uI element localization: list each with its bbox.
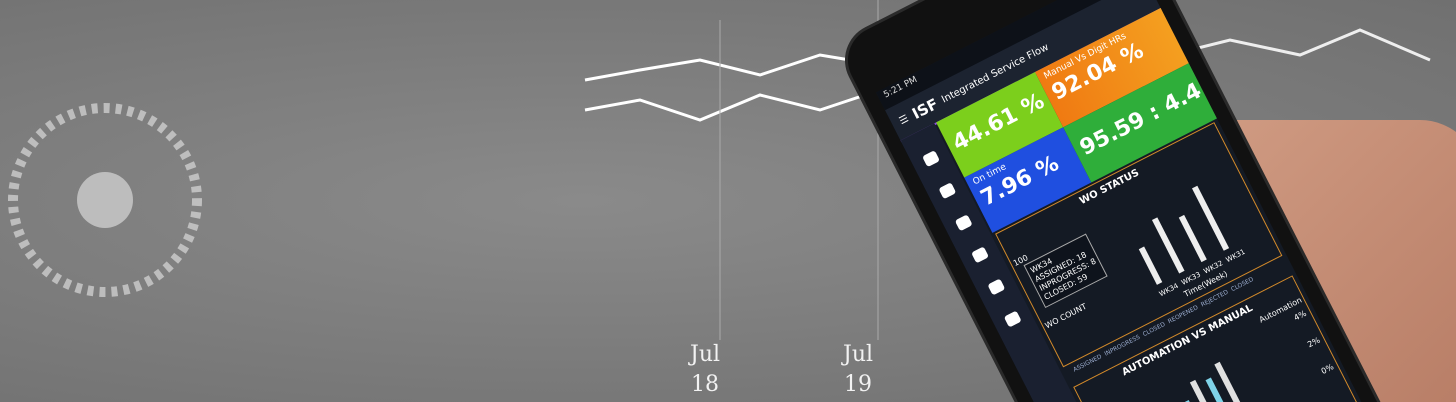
- y-axis-label: WO COUNT: [1043, 301, 1089, 331]
- axis-label: Jul 19: [843, 340, 873, 400]
- month: Jul: [843, 342, 874, 367]
- nav-icon[interactable]: [987, 278, 1006, 296]
- x-tick-label: WK34: [1157, 281, 1180, 299]
- tooltip: WK34 ASSIGNED: 18 INPROGRESS: 8 CLOSED: …: [1023, 233, 1108, 309]
- y2-tick-label: 2%: [1306, 335, 1322, 350]
- bar: [1138, 246, 1163, 285]
- y2-tick-label: 4%: [1292, 308, 1308, 323]
- nav-icon[interactable]: [954, 214, 973, 232]
- y2-tick-label: 0%: [1319, 362, 1336, 377]
- nav-icon[interactable]: [922, 150, 940, 168]
- x-tick-label: WK31: [1224, 247, 1247, 265]
- month: Jul: [690, 342, 721, 367]
- ring: [8, 103, 202, 297]
- logo: ISF: [909, 94, 942, 123]
- menu-icon[interactable]: ☰: [897, 112, 911, 127]
- day: 18: [691, 372, 720, 397]
- nav-icon[interactable]: [971, 246, 990, 264]
- trend-line: [1149, 28, 1431, 62]
- axis-label: Jul 18: [690, 340, 720, 400]
- bar: [1178, 214, 1207, 263]
- ring-center: [77, 172, 133, 228]
- nav-icon[interactable]: [1003, 310, 1022, 328]
- bar: [1151, 217, 1185, 274]
- day: 19: [844, 372, 873, 397]
- nav-icon[interactable]: [938, 182, 957, 200]
